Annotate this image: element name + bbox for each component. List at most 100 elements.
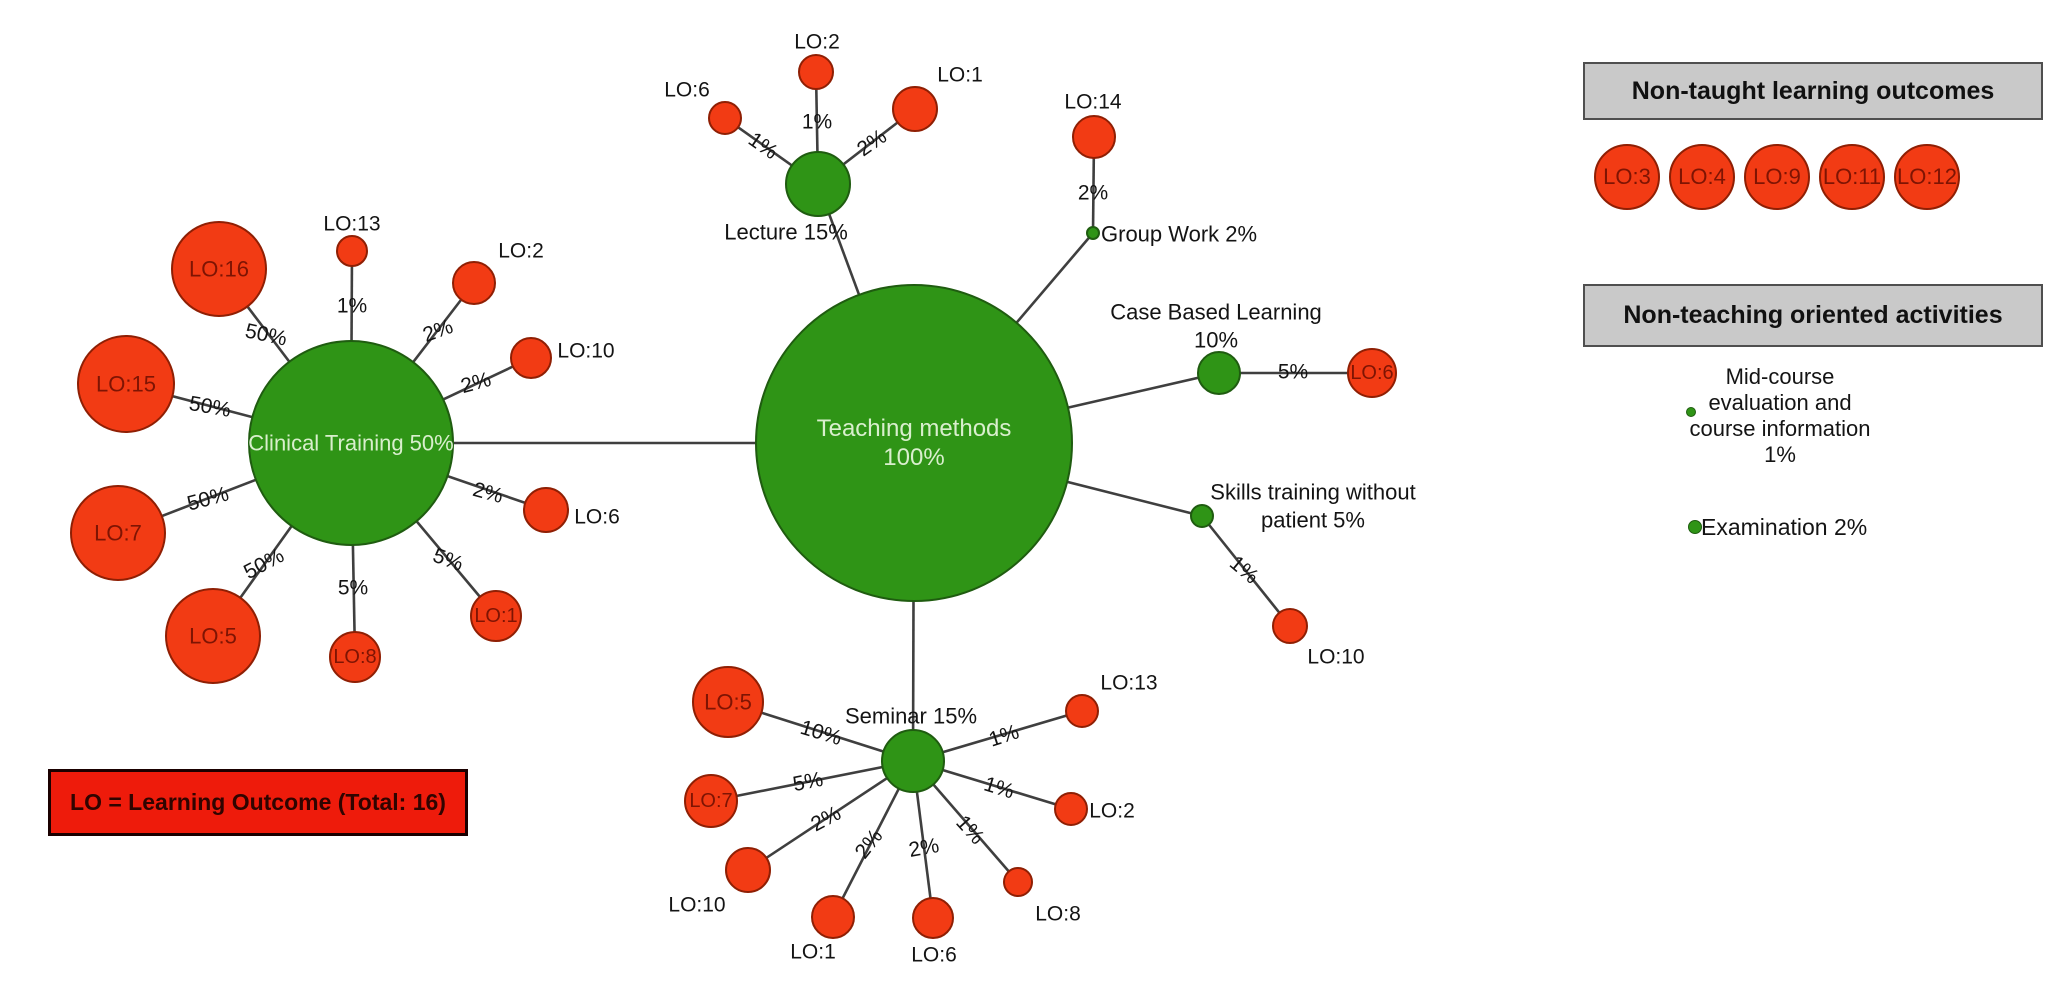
node-label-skills: Skills training without [1210, 480, 1415, 505]
node-se10 [725, 847, 771, 893]
node-label-c10: LO:10 [557, 340, 614, 363]
edge-skills-s10 [1200, 515, 1292, 627]
node-c1 [470, 590, 522, 642]
node-teaching [755, 284, 1073, 602]
node-label-se5: LO:5 [704, 690, 752, 715]
node-label-se6: LO:6 [911, 944, 957, 967]
node-label-cbl: Case Based Learning [1110, 300, 1322, 325]
non-taught-lo-circle: LO:12 [1894, 144, 1960, 210]
node-label-se8: LO:8 [1035, 903, 1081, 926]
node-label-cb6: LO:6 [1350, 362, 1393, 384]
node-label-se1: LO:1 [790, 941, 836, 964]
node-label-cbl: 10% [1194, 328, 1238, 353]
node-label-clinical: Clinical Training 50% [248, 431, 453, 456]
node-l14 [1072, 115, 1116, 159]
edge-label-seminar-se7: 5% [791, 768, 825, 796]
edge-label-seminar-se13: 1% [986, 720, 1022, 751]
node-se6 [912, 897, 954, 939]
edge-label-seminar-se1: 2% [851, 825, 888, 863]
edge-label-groupwork-l14: 2% [1078, 182, 1108, 205]
node-label-c5: LO:5 [189, 624, 237, 649]
node-l6 [708, 101, 742, 135]
node-c2 [452, 261, 496, 305]
node-seminar [881, 729, 945, 793]
examination-dot-icon [1688, 520, 1702, 534]
edge-label-seminar-se2: 1% [981, 773, 1017, 804]
node-clinical [248, 340, 454, 546]
node-se7 [684, 774, 738, 828]
node-c5 [165, 588, 261, 684]
examination-label: Examination [1701, 514, 1828, 540]
node-s10 [1272, 608, 1308, 644]
node-l1 [892, 86, 938, 132]
node-label-groupwork: Group Work 2% [1101, 222, 1257, 247]
node-groupwork [1086, 226, 1100, 240]
edge-label-seminar-se10: 2% [807, 802, 845, 837]
edge-label-skills-s10: 1% [1225, 551, 1263, 588]
non-taught-lo-circle: LO:11 [1819, 144, 1885, 210]
node-label-c16: LO:16 [189, 257, 249, 282]
edge-label-clinical-c2: 2% [420, 315, 456, 347]
non-taught-outcomes-row: LO:3 LO:4 LO:9 LO:11 LO:12 [1594, 144, 1960, 210]
node-se5 [692, 666, 764, 738]
node-label-seminar: Seminar 15% [845, 704, 977, 729]
edge-label-clinical-c5: 50% [240, 544, 288, 584]
node-se1 [811, 895, 855, 939]
node-label-teaching: Teaching methods [817, 415, 1012, 442]
node-label-c2: LO:2 [498, 240, 544, 263]
legend-box: LO = Learning Outcome (Total: 16) [48, 769, 468, 836]
edge-label-clinical-c7: 50% [185, 482, 232, 515]
non-teaching-panel-title: Non-teaching oriented activities [1583, 284, 2043, 347]
node-se13 [1065, 694, 1099, 728]
node-label-lecture: Lecture 15% [724, 220, 848, 245]
node-label-se2: LO:2 [1089, 800, 1135, 823]
node-c6 [523, 487, 569, 533]
non-taught-lo-circle: LO:4 [1669, 144, 1735, 210]
examination-activity: Examination 2% [1701, 514, 1867, 541]
node-label-skills: patient 5% [1261, 508, 1365, 533]
node-label-l6: LO:6 [664, 79, 710, 102]
node-label-l1: LO:1 [937, 64, 983, 87]
edge-seminar-se7 [710, 759, 914, 803]
node-label-teaching: 100% [883, 444, 944, 471]
node-cb6 [1347, 348, 1397, 398]
node-label-l14: LO:14 [1064, 91, 1122, 114]
node-se2 [1054, 792, 1088, 826]
mid-course-dot-icon [1686, 407, 1696, 417]
edge-label-clinical-c6: 2% [470, 478, 505, 508]
mid-course-activity: Mid-course evaluation and course informa… [1688, 364, 1872, 468]
node-c13 [336, 235, 368, 267]
node-label-s10: LO:10 [1307, 646, 1364, 669]
edge-label-clinical-c13: 1% [337, 295, 367, 318]
node-label-c6: LO:6 [574, 506, 620, 529]
node-label-c8: LO:8 [333, 646, 376, 668]
node-skills [1190, 504, 1214, 528]
node-label-c1: LO:1 [474, 605, 517, 627]
edge-label-clinical-c1: 5% [430, 544, 466, 576]
edge-label-clinical-c8: 5% [338, 577, 368, 600]
node-label-c7: LO:7 [94, 521, 142, 546]
node-l2 [798, 54, 834, 90]
mid-course-label: Mid-course evaluation and course informa… [1689, 364, 1871, 441]
node-label-se10: LO:10 [668, 894, 725, 917]
examination-pct: 2% [1833, 514, 1868, 540]
node-se8 [1003, 867, 1033, 897]
edge-label-seminar-se5: 10% [798, 716, 845, 750]
edge-label-lecture-l6: 1% [744, 128, 782, 164]
node-label-se7: LO:7 [689, 790, 732, 812]
non-taught-panel-title: Non-taught learning outcomes [1583, 62, 2043, 120]
mid-course-pct: 1% [1764, 442, 1796, 467]
node-lecture [785, 151, 851, 217]
edge-label-seminar-se6: 2% [907, 834, 941, 862]
node-label-se13: LO:13 [1100, 672, 1157, 695]
non-taught-lo-circle: LO:3 [1594, 144, 1660, 210]
non-taught-lo-circle: LO:9 [1744, 144, 1810, 210]
node-c8 [329, 631, 381, 683]
edge-label-lecture-l2: 1% [802, 111, 832, 134]
node-c15 [77, 335, 175, 433]
node-cbl [1197, 351, 1241, 395]
edge-label-clinical-c15: 50% [187, 392, 232, 422]
node-label-c13: LO:13 [323, 213, 380, 236]
